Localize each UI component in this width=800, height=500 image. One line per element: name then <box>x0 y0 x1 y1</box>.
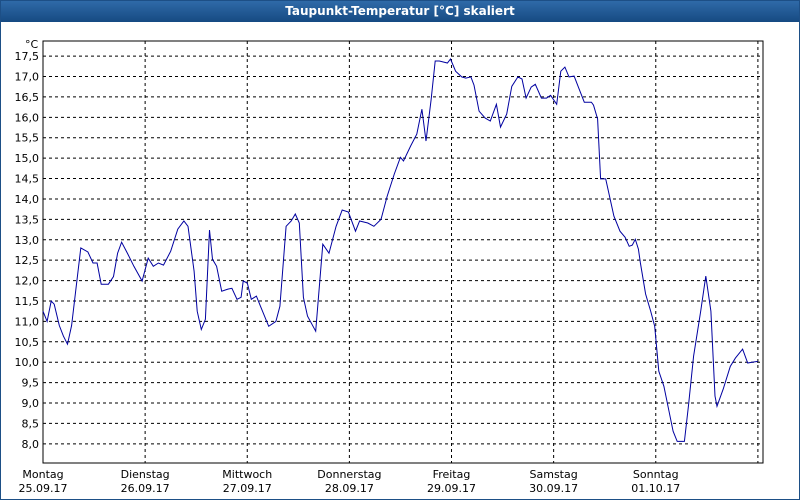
y-tick-label: 13,0 <box>15 234 40 247</box>
x-tick-date: 26.09.17 <box>121 482 170 495</box>
y-tick-label: 12,0 <box>15 275 40 288</box>
y-tick-label: 16,5 <box>15 91 40 104</box>
chart: °C 8,0 8,5 9,0 9,5 10,0 10,5 11,0 11,5 12,0 12,5 1… <box>15 38 764 495</box>
x-tick-date: 01.10.17 <box>631 482 680 495</box>
y-tick-label: 11,5 <box>15 295 40 308</box>
y-tick-label: 17,0 <box>15 71 40 84</box>
y-tick-label: 9,5 <box>22 377 40 390</box>
x-tick-label: Freitag <box>433 468 471 481</box>
y-unit: °C <box>25 38 39 51</box>
x-tick-label: Dienstag <box>121 468 170 481</box>
x-tick-date: 29.09.17 <box>427 482 476 495</box>
y-tick-label: 10,0 <box>15 356 40 369</box>
x-tick-date: 28.09.17 <box>325 482 374 495</box>
plot-area <box>42 40 764 464</box>
x-tick-label: Donnerstag <box>317 468 381 481</box>
y-tick-label: 12,5 <box>15 254 40 267</box>
y-tick-label: 10,5 <box>15 336 40 349</box>
y-tick-label: 15,0 <box>15 152 40 165</box>
y-tick-label: 9,0 <box>22 397 40 410</box>
y-tick-label: 14,0 <box>15 193 40 206</box>
y-tick-label: 8,0 <box>22 438 40 451</box>
x-tick-label: Montag <box>22 468 63 481</box>
y-tick-label: 17,5 <box>15 50 40 63</box>
chart-title: Taupunkt-Temperatur [°C] skaliert <box>1 1 799 22</box>
y-tick-label: 14,5 <box>15 173 40 186</box>
x-tick-date: 25.09.17 <box>19 482 68 495</box>
y-tick-label: 16,0 <box>15 111 40 124</box>
y-tick-label: 15,5 <box>15 132 40 145</box>
x-tick-label: Sonntag <box>633 468 679 481</box>
x-tick-date: 27.09.17 <box>223 482 272 495</box>
x-tick-date: 30.09.17 <box>529 482 578 495</box>
x-tick-label: Samstag <box>530 468 578 481</box>
data-line <box>42 58 758 442</box>
y-tick-label: 8,5 <box>22 417 40 430</box>
y-tick-label: 13,5 <box>15 213 40 226</box>
y-tick-label: 11,0 <box>15 315 40 328</box>
x-tick-label: Mittwoch <box>222 468 272 481</box>
